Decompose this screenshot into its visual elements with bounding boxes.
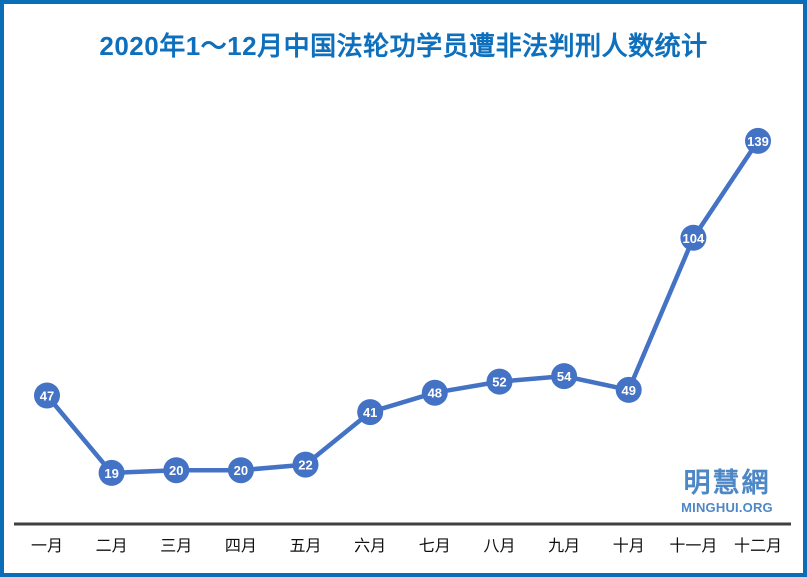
data-point-label: 139: [747, 134, 769, 149]
x-axis-tick-label: 七月: [419, 537, 451, 555]
x-axis-tick-label: 四月: [225, 538, 257, 555]
data-point-label: 22: [298, 458, 312, 473]
data-line: [44, 138, 761, 476]
data-point-marker: [615, 376, 642, 403]
x-axis-tick-label: 九月: [548, 537, 580, 555]
data-point-marker: [227, 457, 254, 484]
data-point-marker: [745, 127, 771, 154]
x-axis-tick-label: 三月: [160, 538, 192, 555]
data-point-marker: [292, 451, 319, 478]
chart-title: 2020年1～12月中国法轮功学员遭非法判刑人数统计: [99, 31, 708, 61]
x-axis-tick-label: 八月: [483, 538, 515, 555]
data-point-label: 47: [40, 388, 54, 403]
x-axis-tick-label: 二月: [96, 538, 128, 555]
data-point-label: 52: [492, 375, 506, 390]
data-point-label: 19: [104, 466, 118, 481]
x-axis-tick-label: 十二月: [734, 537, 782, 555]
x-axis-tick-label: 五月: [290, 538, 322, 555]
x-axis-tick-label: 十月: [613, 537, 645, 555]
data-point-label: 104: [683, 231, 705, 246]
data-point-marker: [551, 363, 578, 390]
x-axis-tick-label: 十一月: [669, 537, 717, 555]
data-point-marker: [421, 379, 448, 406]
data-point-label: 49: [621, 383, 635, 398]
x-axis-tick-label: 一月: [31, 538, 63, 555]
data-point-label: 54: [557, 369, 572, 384]
data-point-marker: [34, 382, 60, 409]
data-point-marker: [98, 459, 125, 486]
data-point-marker: [357, 399, 384, 426]
line-chart: 47 一月 19 二月 20 三月 20 四月 22 五月 41 六月 48 七月 52 八月 54 九月 49 十月…: [14, 127, 791, 555]
x-axis-tick-label: 六月: [354, 537, 386, 555]
data-point-label: 48: [428, 386, 442, 401]
data-point-marker: [486, 368, 513, 395]
data-point-marker: [163, 457, 190, 484]
minghui-watermark: 明慧網 MINGHUI.ORG: [677, 468, 777, 515]
data-point-label: 20: [169, 463, 183, 478]
minghui-site-label: MINGHUI.ORG: [681, 500, 773, 515]
minghui-logo: 明慧網: [683, 468, 771, 498]
data-point-marker: [680, 224, 707, 251]
data-point-label: 20: [234, 463, 248, 478]
data-point-label: 41: [363, 405, 377, 420]
